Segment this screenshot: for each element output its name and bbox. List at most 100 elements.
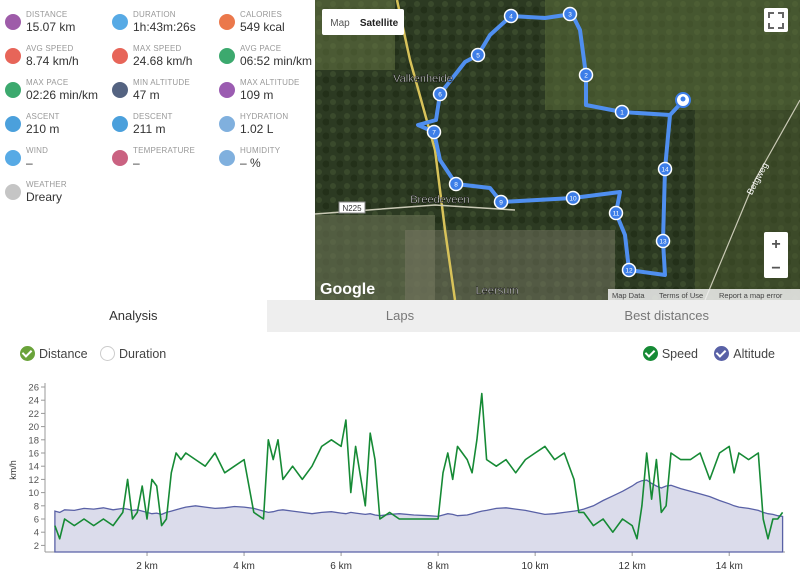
waypoint-label: 1 (620, 110, 624, 117)
stat: WIND – (5, 146, 113, 178)
waypoint-label: 6 (438, 92, 442, 99)
stat-icon (5, 184, 21, 200)
toggle-check (100, 346, 115, 361)
start-pin (675, 92, 691, 108)
waypoint-marker (448, 176, 464, 192)
y-tick-label: 8 (34, 501, 39, 512)
stat-icon (5, 14, 21, 30)
waypoint-label: 8 (454, 182, 458, 189)
waypoint-marker (621, 262, 637, 278)
toggle-label: Duration (119, 346, 167, 361)
y-tick-label: 22 (28, 409, 39, 420)
stat: DURATION 1h:43m:26s (112, 10, 220, 42)
stat-label: WIND (26, 146, 49, 155)
zoom-in[interactable]: + (771, 236, 780, 253)
waypoint-label: 13 (659, 239, 667, 246)
stat-label: AVG PACE (240, 44, 282, 53)
waypoint-label: 10 (569, 196, 577, 203)
map-type-button[interactable]: Satellite (360, 18, 399, 29)
waypoint-label: 3 (568, 12, 572, 19)
waypoint-marker (426, 124, 442, 140)
y-tick-label: 16 (28, 449, 39, 460)
zoom-out[interactable]: − (771, 260, 780, 277)
waypoint-label: 7 (432, 130, 436, 137)
waypoint-marker (562, 6, 578, 22)
route (416, 12, 685, 277)
stat-label: TEMPERATURE (133, 146, 196, 155)
toggle[interactable]: Duration (100, 346, 166, 361)
stat-label: MIN ALTITUDE (133, 78, 190, 87)
stat-label: WEATHER (26, 180, 67, 189)
map-type-button[interactable]: Map (330, 18, 350, 29)
fullscreen-icon (768, 12, 784, 29)
map-footer-link[interactable]: Map Data (612, 291, 645, 300)
toggle-label: Altitude (733, 346, 775, 361)
tab[interactable]: Analysis (0, 300, 267, 332)
stat-label: DISTANCE (26, 10, 68, 19)
stat-value: Dreary (26, 190, 63, 204)
stat-label: CALORIES (240, 10, 283, 19)
stat-icon (5, 150, 21, 166)
map-footer-link[interactable]: Report a map error (719, 291, 783, 300)
stat-value: 02:26 min/km (26, 88, 99, 102)
stat-value: 06:52 min/km (240, 54, 313, 68)
y-tick-label: 18 (28, 435, 39, 446)
stat: CALORIES 549 kcal (219, 10, 327, 42)
stat-label: MAX PACE (26, 78, 69, 87)
stat: MAX PACE 02:26 min/km (5, 78, 113, 110)
y-tick-label: 6 (34, 515, 39, 526)
waypoint-label: 4 (509, 14, 513, 21)
stat: HUMIDITY – % (219, 146, 327, 178)
stats-panel: DISTANCE 15.07 km DURATION 1h:43m:26s CALORI… (0, 0, 315, 300)
stat-label: DURATION (133, 10, 176, 19)
stat-icon (219, 116, 235, 132)
waypoint-marker (565, 190, 581, 206)
toggle[interactable]: Distance (20, 346, 88, 361)
town (405, 230, 615, 300)
stat-icon (219, 48, 235, 64)
waypoint-marker (432, 86, 448, 102)
stat: MIN ALTITUDE 47 m (112, 78, 220, 110)
fullscreen-button[interactable] (764, 8, 788, 32)
toggle-label: Speed (661, 346, 698, 361)
stat: MAX SPEED 24.68 km/h (112, 44, 220, 76)
place-label: Leersum (476, 285, 519, 297)
map-type-control (322, 9, 404, 35)
tab[interactable]: Best distances (533, 300, 800, 332)
tab[interactable]: Laps (266, 300, 534, 332)
y-tick-label: 12 (28, 475, 39, 486)
stat: MAX ALTITUDE 109 m (219, 78, 327, 110)
stat-label: ASCENT (26, 112, 60, 121)
stat-value: 211 m (133, 122, 166, 136)
toggle[interactable]: Altitude (714, 346, 775, 361)
stat-icon (112, 14, 128, 30)
stat-icon (112, 48, 128, 64)
waypoint-label: 9 (499, 200, 503, 207)
stat-value: 549 kcal (240, 20, 285, 34)
tab-bar: Analysis Laps Best distances (0, 300, 800, 332)
stat: AVG PACE 06:52 min/km (219, 44, 327, 76)
altitude-area (54, 479, 784, 553)
stat-label: HYDRATION (240, 112, 289, 121)
map[interactable]: 1 2 3 4 5 6 7 8 9 10 11 12 13 14 Map Satellite Valkenhe… (315, 0, 800, 300)
stat-value: 1h:43m:26s (133, 20, 196, 34)
road-label: N225 (342, 204, 362, 213)
stat-value: – (133, 156, 140, 170)
toggle-check (642, 346, 658, 361)
stat-value: 109 m (240, 88, 274, 102)
map-logo: Google (320, 281, 375, 298)
road (395, 0, 457, 300)
waypoint-marker (578, 67, 594, 83)
y-axis-title: km/h (8, 460, 18, 480)
stat-label: HUMIDITY (240, 146, 281, 155)
waypoint-marker (470, 47, 486, 63)
y-tick-label: 14 (28, 462, 39, 473)
map-footer-link[interactable]: Terms of Use (659, 291, 703, 300)
y-tick-label: 4 (34, 528, 39, 539)
stat: WEATHER Dreary (5, 180, 113, 212)
stat-icon (219, 150, 235, 166)
stat: HYDRATION 1.02 L (219, 112, 327, 144)
toggle[interactable]: Speed (642, 346, 698, 361)
toggle-label: Distance (39, 346, 88, 361)
